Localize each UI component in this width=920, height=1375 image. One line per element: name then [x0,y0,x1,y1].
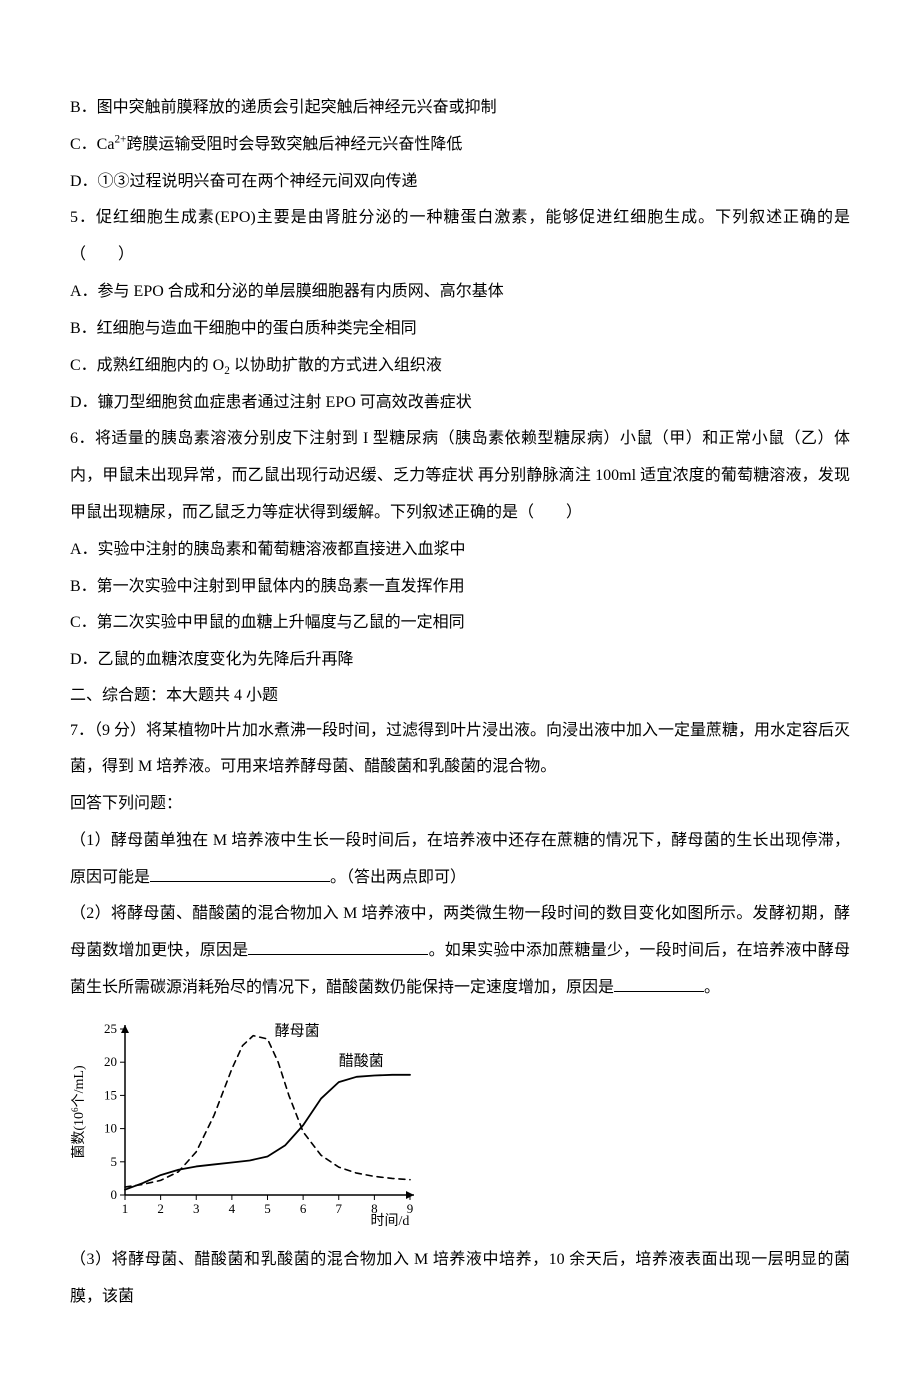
svg-text:2: 2 [157,1201,164,1216]
q6-stem: 6．将适量的胰岛素溶液分别皮下注射到 I 型糖尿病（胰岛素依赖型糖尿病）小鼠（甲… [70,421,850,531]
q4-option-d: D．①③过程说明兴奋可在两个神经元间双向传递 [70,164,850,201]
svg-text:20: 20 [104,1054,117,1069]
svg-text:时间/d: 时间/d [371,1213,410,1227]
q7-sub-intro: 回答下列问题： [70,786,850,823]
q4-option-c: C．Ca2+跨膜运输受阻时会导致突触后神经元兴奋性降低 [70,127,850,164]
q7-part1: （1）酵母菌单独在 M 培养液中生长一段时间后，在培养液中还存在蔗糖的情况下，酵… [70,823,850,897]
q6-option-a: A．实验中注射的胰岛素和葡萄糖溶液都直接进入血浆中 [70,532,850,569]
svg-text:0: 0 [111,1187,118,1202]
svg-text:5: 5 [111,1154,118,1169]
chart-svg: 1234567890510152025时间/d菌数(106个/mL)酵母菌醋酸菌 [70,1017,430,1227]
svg-text:醋酸菌: 醋酸菌 [339,1052,384,1069]
svg-text:10: 10 [104,1120,117,1135]
svg-text:4: 4 [229,1201,236,1216]
svg-text:25: 25 [104,1021,117,1036]
q7-part2: （2）将酵母菌、醋酸菌的混合物加入 M 培养液中，两类微生物一段时间的数目变化如… [70,896,850,1006]
q4-option-b: B．图中突触前膜释放的递质会引起突触后神经元兴奋或抑制 [70,90,850,127]
q7-p1-b: 。（答出两点即可） [330,869,466,886]
svg-text:7: 7 [336,1201,343,1216]
svg-text:菌数(106个/mL): 菌数(106个/mL) [70,1065,87,1159]
answer-blank[interactable] [614,975,704,992]
q6-option-d: D．乙鼠的血糖浓度变化为先降后升再降 [70,642,850,679]
svg-text:酵母菌: 酵母菌 [275,1023,320,1040]
svg-text:3: 3 [193,1201,200,1216]
q4-option-c-pre: C．Ca [70,136,114,153]
q6-option-c: C．第二次实验中甲鼠的血糖上升幅度与乙鼠的一定相同 [70,605,850,642]
answer-blank[interactable] [248,938,428,955]
q6-option-b: B．第一次实验中注射到甲鼠体内的胰岛素一直发挥作用 [70,569,850,606]
svg-text:15: 15 [104,1087,117,1102]
q4-option-c-post: 跨膜运输受阻时会导致突触后神经元兴奋性降低 [126,136,462,153]
q7-p2-c: 。 [704,979,720,996]
svg-text:6: 6 [300,1201,307,1216]
exam-page: B．图中突触前膜释放的递质会引起突触后神经元兴奋或抑制 C．Ca2+跨膜运输受阻… [0,0,920,1375]
q5-option-d: D．镰刀型细胞贫血症患者通过注射 EPO 可高效改善症状 [70,385,850,422]
q5-option-a: A．参与 EPO 合成和分泌的单层膜细胞器有内质网、高尔基体 [70,274,850,311]
answer-blank[interactable] [150,865,330,882]
svg-text:5: 5 [264,1201,271,1216]
q5-stem: 5．促红细胞生成素(EPO)主要是由肾脏分泌的一种糖蛋白激素，能够促进红细胞生成… [70,200,850,274]
q7-stem: 7．（9 分）将某植物叶片加水煮沸一段时间，过滤得到叶片浸出液。向浸出液中加入一… [70,713,850,787]
q4-option-c-sup: 2+ [114,133,126,145]
svg-text:1: 1 [122,1201,129,1216]
q5-option-c: C．成熟红细胞内的 O2 以协助扩散的方式进入组织液 [70,348,850,385]
section-2-heading: 二、综合题：本大题共 4 小题 [70,679,850,713]
q5-option-c-post: 以协助扩散的方式进入组织液 [230,357,442,374]
q7-part3: （3）将酵母菌、醋酸菌和乳酸菌的混合物加入 M 培养液中培养，10 余天后，培养… [70,1242,850,1316]
q5-option-c-pre: C．成熟红细胞内的 O [70,357,224,374]
q5-option-b: B．红细胞与造血干细胞中的蛋白质种类完全相同 [70,311,850,348]
growth-chart: 1234567890510152025时间/d菌数(106个/mL)酵母菌醋酸菌 [70,1017,850,1232]
